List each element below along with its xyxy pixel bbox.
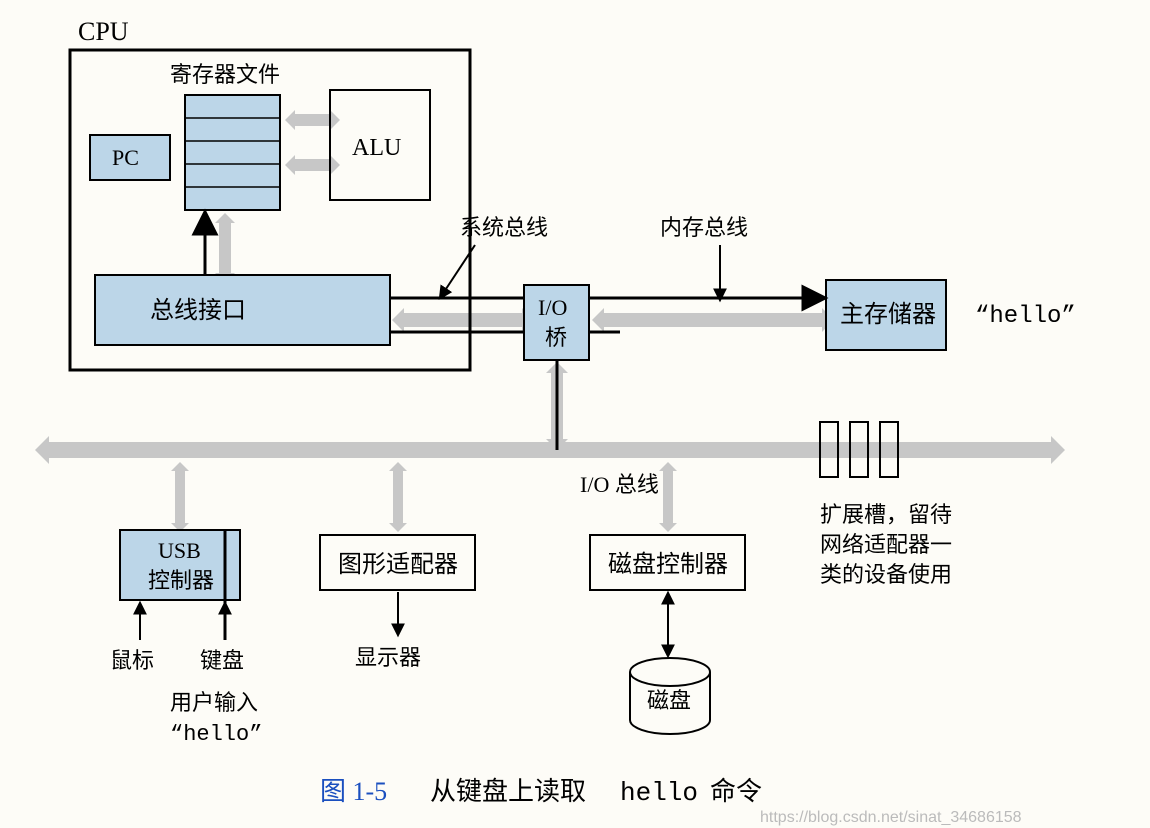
user-input-label-2: “hello” — [170, 722, 262, 747]
expansion-label-1: 扩展槽，留待 — [820, 502, 952, 527]
io-bridge-label-2: 桥 — [545, 325, 567, 350]
keyboard-label: 键盘 — [200, 648, 244, 673]
register-file-box — [185, 95, 280, 210]
alu-label: ALU — [352, 135, 401, 161]
hello-memory-label: “hello” — [975, 303, 1076, 330]
disk-label: 磁盘 — [647, 688, 691, 713]
io-bus-label: I/O 总线 — [580, 472, 659, 497]
user-input-label-1: 用户输入 — [170, 690, 258, 715]
expansion-label-2: 网络适配器一 — [820, 532, 952, 557]
mouse-label: 鼠标 — [110, 648, 154, 673]
caption-text-a: 从键盘上读取 — [430, 777, 586, 806]
memory-bus-label: 内存总线 — [660, 215, 748, 240]
register-file-label: 寄存器文件 — [170, 62, 280, 87]
disk-controller-label: 磁盘控制器 — [608, 551, 728, 578]
graphics-adapter-label: 图形适配器 — [338, 551, 458, 578]
display-label: 显示器 — [355, 645, 421, 670]
usb-label-2: 控制器 — [148, 568, 214, 593]
expansion-label-3: 类的设备使用 — [820, 562, 952, 587]
watermark-text: https://blog.csdn.net/sinat_34686158 — [760, 809, 1022, 826]
pc-label: PC — [112, 145, 139, 170]
caption-text-c: 命令 — [710, 777, 762, 806]
main-memory-label: 主存储器 — [840, 301, 936, 328]
cpu-label: CPU — [78, 17, 129, 46]
io-bridge-label-1: I/O — [538, 295, 567, 320]
bus-interface-label: 总线接口 — [150, 297, 246, 324]
caption-text-b: hello — [620, 778, 698, 808]
usb-label-1: USB — [158, 538, 201, 563]
system-bus-label: 系统总线 — [460, 215, 548, 240]
caption-number: 图 1-5 — [320, 777, 387, 806]
figure-caption: 图 1-5 从键盘上读取 hello 命令 — [320, 777, 762, 808]
